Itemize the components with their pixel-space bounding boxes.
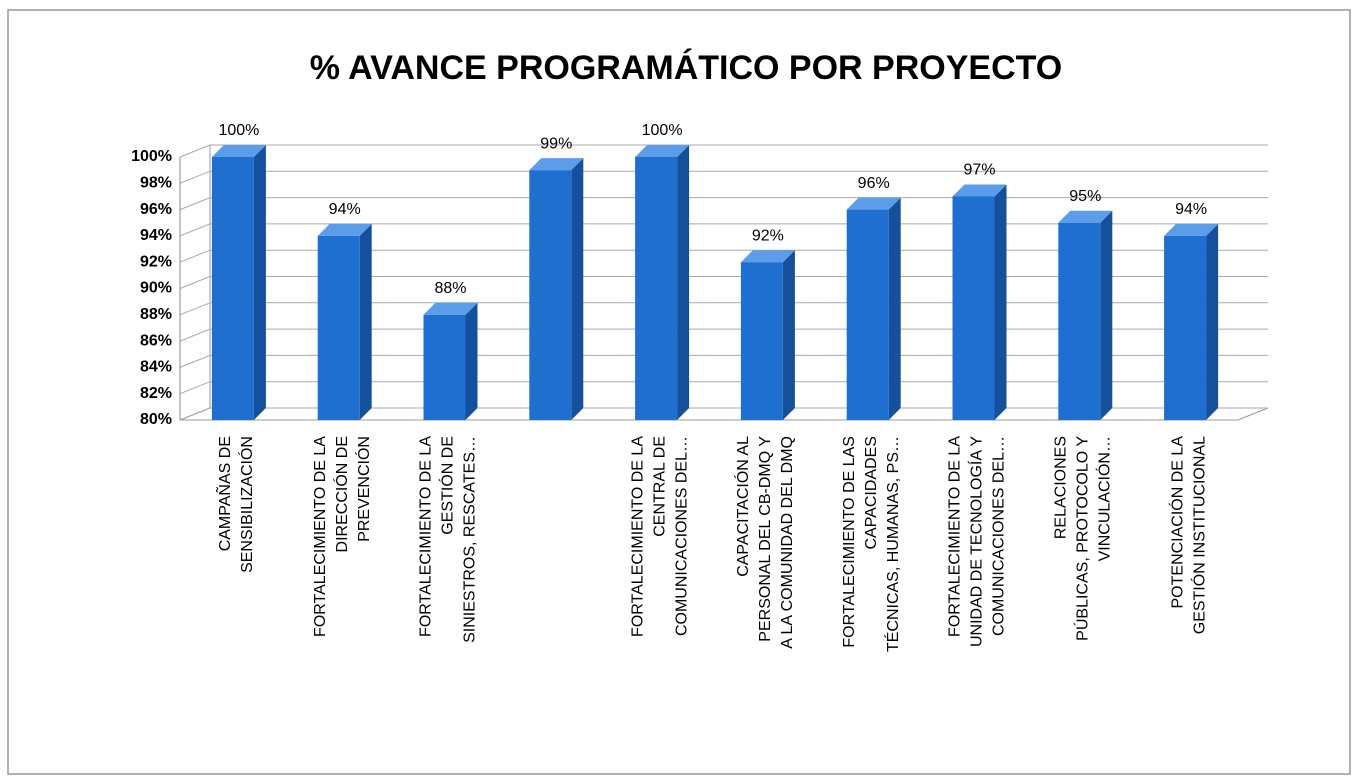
data-label: 100% [218, 122, 259, 139]
grid-line-side [179, 249, 211, 263]
bar [952, 196, 995, 420]
bar-top [846, 197, 901, 210]
data-label: 100% [642, 122, 683, 139]
grid-line-side [179, 407, 211, 421]
x-tick-label: UNIDAD DE TECNOLOGÍA Y [967, 436, 986, 647]
bar-top [423, 302, 478, 315]
y-tick-label: 90% [140, 280, 172, 297]
data-label: 96% [858, 175, 890, 192]
y-tick-label: 88% [140, 306, 172, 323]
x-tick-label: DIRECCIÓN DE [332, 436, 351, 552]
bar-top [1058, 210, 1113, 223]
x-tick-label: FORTALECIMIENTO DE LA [947, 436, 964, 637]
y-tick-label: 92% [140, 253, 172, 270]
y-tick-label: 94% [140, 227, 172, 244]
data-label: 88% [434, 280, 466, 297]
bar-side [782, 250, 795, 420]
x-tick-label: SINIESTROS, RESCATES… [462, 436, 479, 643]
x-tick-label: POTENCIACIÓN DE LA [1167, 436, 1186, 609]
bar [317, 235, 360, 420]
y-tick-label: 82% [140, 385, 172, 402]
x-tick-label: RELACIONES [1053, 436, 1070, 539]
bar-top [529, 158, 584, 171]
x-tick-label: FORTALECIMIENTO DE LA [312, 436, 329, 637]
x-tick-label: A LA COMUNIDAD DEL DMQ [779, 436, 796, 649]
x-tick-label: GESTIÓN DE [438, 436, 457, 535]
x-tick-label: TÉCNICAS, HUMANAS, PS… [883, 436, 902, 652]
data-label: 99% [540, 135, 572, 152]
bar [529, 170, 572, 420]
y-tick-label: 98% [140, 175, 172, 192]
bar-top [211, 145, 266, 157]
grid-line-side [179, 381, 211, 395]
y-tick-label: 86% [140, 332, 172, 349]
data-label: 94% [1175, 201, 1207, 218]
grid-line-side [179, 223, 211, 237]
x-tick-label: CAPACITACIÓN AL [733, 436, 752, 577]
grid-line-side [179, 328, 211, 342]
bar-top [1164, 223, 1219, 236]
x-tick-label: COMUNICACIONES DEL… [991, 436, 1008, 636]
chart-title: % AVANCE PROGRAMÁTICO POR PROYECTO [310, 49, 1062, 87]
x-tick-label: VINCULACIÓN… [1095, 436, 1114, 561]
bar-top [317, 223, 372, 236]
x-tick-label: COMUNICACIONES DEL… [673, 436, 690, 636]
bar-top [635, 145, 690, 157]
data-label: 95% [1069, 188, 1101, 205]
bar-side [253, 145, 266, 420]
bar [423, 314, 466, 420]
bar-side [888, 197, 901, 420]
x-tick-label: FORTALECIMIENTO DE LA [418, 436, 435, 637]
bar-side [359, 223, 372, 420]
x-tick-label: CAPACIDADES [863, 436, 880, 550]
bar [846, 209, 889, 420]
x-tick-label: CENTRAL DE [651, 436, 668, 537]
data-label: 94% [329, 201, 361, 218]
bar-side [1100, 210, 1113, 420]
bar-side [1206, 223, 1219, 420]
y-tick-label: 84% [140, 359, 172, 376]
bar-top [740, 250, 795, 263]
data-label: 97% [963, 162, 995, 179]
grid-line-side [179, 170, 211, 184]
x-tick-label: CAMPAÑAS DE [214, 436, 234, 551]
bar [1164, 235, 1207, 420]
bar-side [677, 145, 690, 420]
bar-top [952, 184, 1007, 197]
bar [211, 157, 254, 420]
bar-side [465, 302, 478, 420]
bar [740, 262, 783, 420]
x-tick-label: PREVENCIÓN [354, 436, 373, 542]
x-tick-label: FORTALECIMIENTO DE LA [629, 436, 646, 637]
data-label: 92% [752, 227, 784, 244]
bar-side [571, 158, 584, 420]
x-tick-label: SENSIBILIZACIÓN [237, 436, 256, 573]
grid-line-side [179, 302, 211, 316]
x-tick-label: GESTIÓN INSTITUCIONAL [1189, 436, 1208, 634]
x-tick-label: PERSONAL DEL CB-DMQ Y [757, 436, 774, 642]
grid-line-side [179, 197, 211, 211]
bar-side [994, 184, 1007, 420]
grid-line-side [179, 354, 211, 368]
x-tick-label: FORTALECIMIENTO DE LAS [841, 436, 858, 648]
y-tick-label: 80% [140, 411, 172, 428]
bar [1058, 222, 1101, 420]
x-tick-label: PÚBLICAS, PROTOCOLO Y [1073, 436, 1092, 641]
y-tick-label: 100% [131, 148, 172, 165]
y-tick-label: 96% [140, 201, 172, 218]
bar [635, 157, 678, 420]
grid-line-side [179, 276, 211, 289]
grid-line-side [179, 144, 211, 158]
